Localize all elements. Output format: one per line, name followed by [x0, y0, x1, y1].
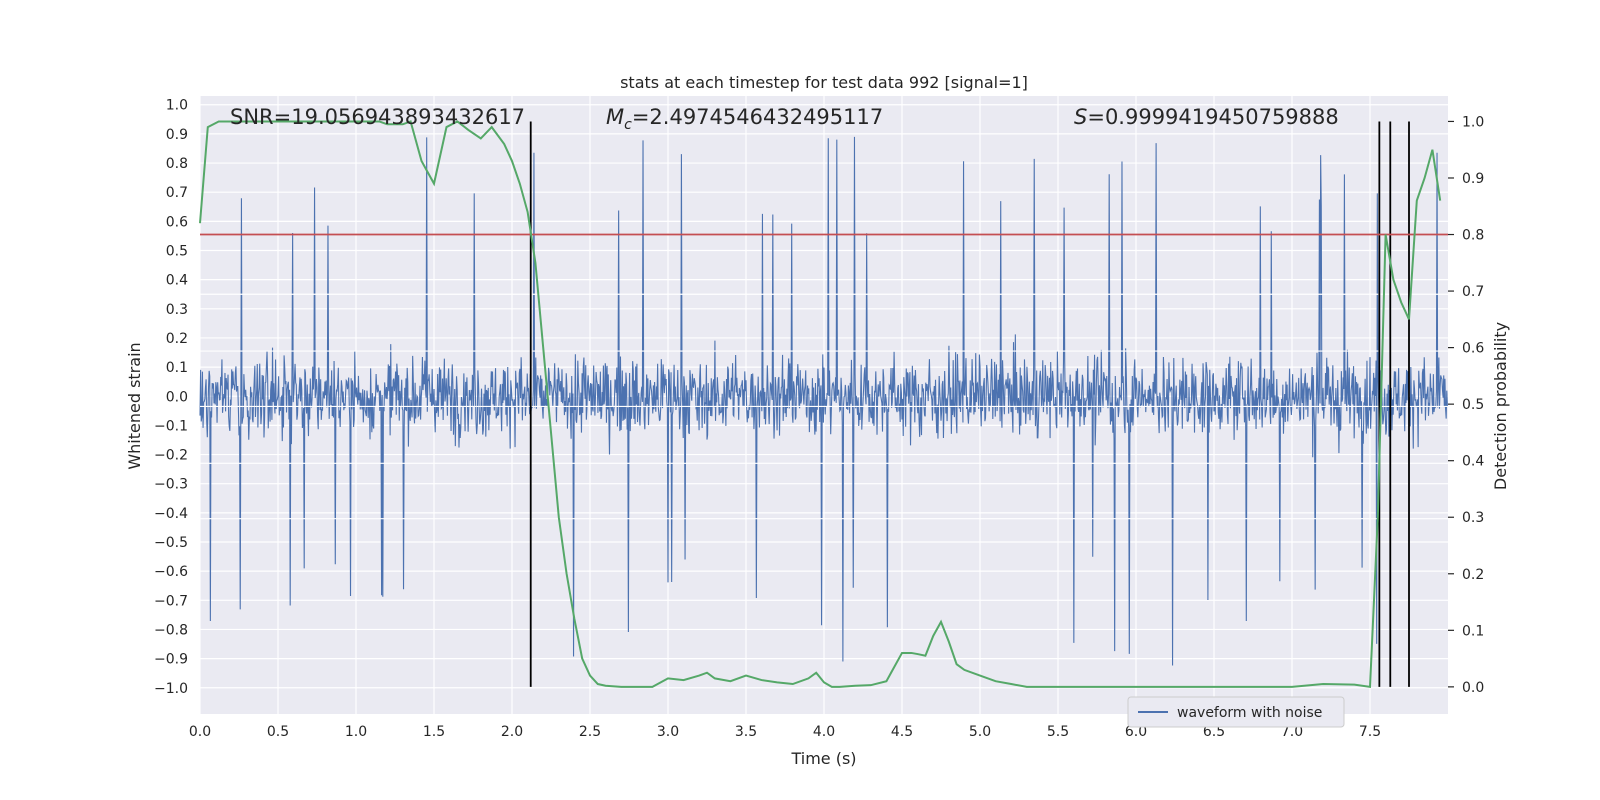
x-tick-label: 0.0	[189, 724, 211, 740]
waveform-line	[199, 136, 1448, 666]
y-tick-label: −0.9	[154, 652, 188, 668]
snr-annotation: SNR=19.056943893432617	[230, 105, 525, 129]
x-tick-label: 4.5	[891, 724, 913, 740]
legend-box	[1127, 696, 1345, 728]
y-tick-label: −0.3	[154, 477, 188, 493]
y2-tick-label: 0.3	[1462, 510, 1484, 526]
x-tick-label: 0.5	[267, 724, 289, 740]
y-axis-label: Whitened strain	[125, 342, 144, 469]
y-tick-label: 0.7	[166, 185, 188, 201]
x-tick-label: 6.0	[1125, 724, 1147, 740]
vertical-markers	[529, 121, 1410, 687]
x-tick-label: 2.0	[501, 724, 523, 740]
x-tick-label: 5.0	[969, 724, 991, 740]
y-axis-ticks: 1.0 0.9 0.8 0.7 0.6 0.5 0.4 0.3 0.2 0.1 0.0 −0.1 −0.…	[154, 98, 188, 697]
y-tick-label: −1.0	[154, 681, 188, 697]
x-tick-label: 1.0	[345, 724, 367, 740]
chart-title: stats at each timestep for test data 992…	[620, 73, 1028, 92]
waveform-series	[199, 136, 1448, 666]
x-tick-label: 7.0	[1281, 724, 1303, 740]
y-tick-label: 0.8	[166, 156, 188, 172]
y2-tick-label: 1.0	[1462, 114, 1484, 130]
x-tick-label: 7.5	[1359, 724, 1381, 740]
chirp-mass-value: =2.4974546432495117	[632, 105, 883, 129]
y2-tick-label: 0.7	[1462, 284, 1484, 300]
score-value: =0.9999419450759888	[1087, 105, 1338, 129]
x-axis-ticks: 0.0 0.5 1.0 1.5 2.0 2.5 3.0 3.5 4.0 4.5 5.0 5.5 6.0 6…	[189, 724, 1381, 740]
y2-tick-label: 0.9	[1462, 171, 1484, 187]
y-tick-label: 0.5	[166, 244, 188, 260]
x-tick-label: 6.5	[1203, 724, 1225, 740]
y-tick-label: 0.4	[166, 273, 188, 289]
probability-series	[199, 120, 1442, 689]
chirp-mass-subscript: c	[624, 117, 632, 133]
legend-entry-waveform: waveform with noise	[1177, 705, 1322, 721]
x-axis-label: Time (s)	[790, 749, 856, 768]
legend: waveform with noise	[1127, 696, 1345, 728]
score-annotation: S=0.9999419450759888	[1074, 105, 1339, 129]
y-tick-label: −0.1	[154, 418, 188, 434]
y-tick-label: 0.0	[166, 389, 188, 405]
y-tick-label: 0.1	[166, 360, 188, 376]
y-tick-label: 0.9	[166, 127, 188, 143]
x-tick-label: 5.5	[1047, 724, 1069, 740]
y2-tick-label: 0.5	[1462, 397, 1484, 413]
score-symbol: S	[1074, 105, 1087, 129]
y-tick-label: 0.6	[166, 214, 188, 230]
y-tick-label: 0.3	[166, 302, 188, 318]
y2-tick-label: 0.8	[1462, 228, 1484, 244]
x-tick-label: 2.5	[579, 724, 601, 740]
chirp-mass-symbol: M	[606, 105, 624, 129]
y-tick-label: −0.8	[154, 622, 188, 638]
y2-tick-label: 0.1	[1462, 623, 1484, 639]
y-tick-label: −0.7	[154, 593, 188, 609]
y-tick-label: −0.5	[154, 535, 188, 551]
y-tick-label: −0.4	[154, 506, 188, 522]
y2-tick-label: 0.6	[1462, 341, 1484, 357]
y2-tick-label: 0.0	[1462, 680, 1484, 696]
y-tick-label: 0.2	[166, 331, 188, 347]
y-tick-label: −0.6	[154, 564, 188, 580]
chirp-mass-annotation: Mc=2.4974546432495117	[606, 105, 883, 133]
y2-axis-label: Detection probability	[1491, 322, 1510, 490]
y2-tick-label: 0.4	[1462, 454, 1484, 470]
y2-tick-label: 0.2	[1462, 567, 1484, 583]
x-tick-label: 3.5	[735, 724, 757, 740]
y-tick-label: −0.2	[154, 448, 188, 464]
y2-axis-ticks: 1.0 0.9 0.8 0.7 0.6 0.5 0.4 0.3 0.2 0.1 0.0	[1448, 114, 1484, 696]
x-tick-label: 1.5	[423, 724, 445, 740]
probability-line	[199, 120, 1442, 689]
x-tick-label: 3.0	[657, 724, 679, 740]
x-tick-label: 4.0	[813, 724, 835, 740]
y-tick-label: 1.0	[166, 98, 188, 114]
